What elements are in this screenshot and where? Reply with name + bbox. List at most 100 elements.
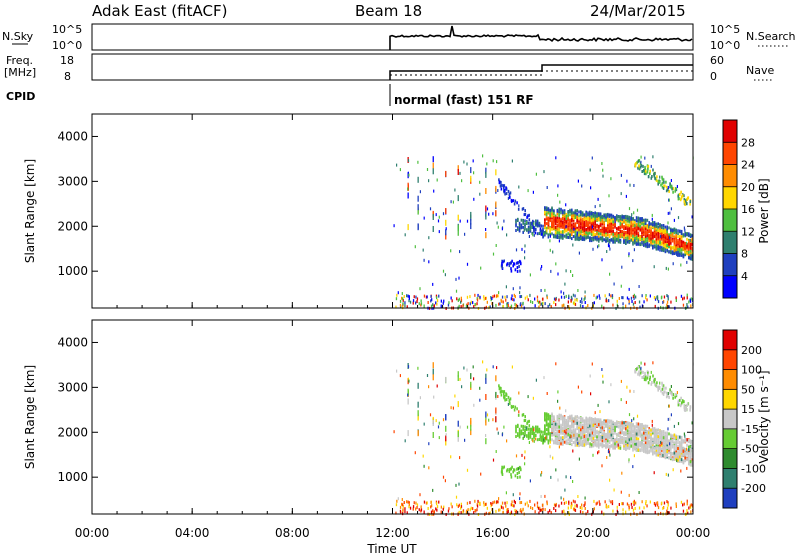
heatmap-cell xyxy=(554,216,557,220)
heatmap-cell xyxy=(596,232,598,236)
heatmap-cell xyxy=(536,299,539,303)
heatmap-cell xyxy=(670,413,672,417)
heatmap-cell xyxy=(661,175,663,179)
heatmap-cell xyxy=(607,439,609,443)
heatmap-cell xyxy=(638,370,640,374)
heatmap-cell xyxy=(657,234,659,238)
heatmap-cell xyxy=(596,423,598,427)
heatmap-cell xyxy=(576,415,578,419)
heatmap-cell xyxy=(520,262,522,266)
heatmap-cell xyxy=(522,301,524,305)
heatmap-cell xyxy=(576,418,578,422)
heatmap-cell xyxy=(407,294,409,298)
heatmap-cell xyxy=(432,156,434,163)
heatmap-cell xyxy=(686,246,688,250)
heatmap-cell xyxy=(621,233,623,237)
heatmap-cell xyxy=(619,424,622,428)
heatmap-cell xyxy=(634,224,636,228)
heatmap-cell xyxy=(668,432,670,436)
heatmap-cell xyxy=(539,300,541,304)
heatmap-cell xyxy=(601,304,603,308)
heatmap-cell xyxy=(668,440,670,443)
heatmap-cell xyxy=(686,251,688,255)
heatmap-cell xyxy=(608,214,611,218)
heatmap-cell xyxy=(493,294,496,298)
heatmap-cell xyxy=(666,450,668,453)
heatmap-cell xyxy=(576,212,578,216)
heatmap-cell xyxy=(549,438,551,442)
heatmap-cell xyxy=(614,423,616,427)
heatmap-cell xyxy=(639,430,641,434)
heatmap-cell xyxy=(667,392,669,395)
heatmap-cell xyxy=(655,384,658,388)
heatmap-cell xyxy=(513,298,515,302)
heatmap-cell xyxy=(565,203,567,207)
heatmap-cell xyxy=(625,221,627,225)
heatmap-cell xyxy=(531,432,533,435)
heatmap-cell xyxy=(668,245,670,249)
heatmap-cell xyxy=(666,245,668,249)
heatmap-cell xyxy=(515,454,518,458)
heatmap-cell xyxy=(676,253,678,257)
heatmap-cell xyxy=(641,448,643,452)
heatmap-cell xyxy=(671,445,674,449)
heatmap-cell xyxy=(635,447,638,450)
heatmap-cell xyxy=(594,443,596,447)
heatmap-cell xyxy=(679,453,681,457)
heatmap-cell xyxy=(679,247,681,251)
heatmap-cell xyxy=(673,235,676,239)
heatmap-cell xyxy=(654,382,656,386)
heatmap-cell xyxy=(657,388,659,392)
heatmap-cell xyxy=(665,395,668,399)
heatmap-cell xyxy=(680,454,683,458)
heatmap-cell xyxy=(680,459,683,463)
heatmap-cell xyxy=(578,437,580,441)
heatmap-cell xyxy=(396,163,398,167)
heatmap-cell xyxy=(592,439,595,443)
heatmap-cell xyxy=(637,428,640,432)
heatmap-cell xyxy=(555,156,557,160)
heatmap-cell xyxy=(545,412,548,416)
heatmap-cell xyxy=(545,419,548,423)
heatmap-cell xyxy=(556,437,559,441)
heatmap-cell xyxy=(580,419,582,423)
heatmap-cell xyxy=(647,381,650,385)
heatmap-cell xyxy=(442,212,445,216)
heatmap-cell xyxy=(677,447,679,450)
heatmap-cell xyxy=(585,435,587,439)
heatmap-cell xyxy=(644,448,647,452)
heatmap-cell xyxy=(572,422,575,426)
heatmap-cell xyxy=(608,420,611,424)
heatmap-cell xyxy=(543,376,545,380)
heatmap-cell xyxy=(691,215,693,219)
heatmap-cell xyxy=(580,423,582,427)
heatmap-cell xyxy=(513,202,516,206)
heatmap-cell xyxy=(568,305,570,309)
heatmap-cell xyxy=(682,446,685,450)
heatmap-cell xyxy=(544,233,546,237)
heatmap-cell xyxy=(630,444,632,448)
heatmap-cell xyxy=(601,216,604,219)
heatmap-cell xyxy=(666,303,668,307)
heatmap-cell xyxy=(663,386,665,390)
heatmap-cell xyxy=(679,458,681,462)
heatmap-cell xyxy=(632,238,634,242)
heatmap-cell xyxy=(671,452,674,456)
heatmap-cell xyxy=(581,227,584,231)
heatmap-cell xyxy=(407,430,409,437)
heatmap-cell xyxy=(461,179,463,183)
heatmap-cell xyxy=(689,298,691,302)
heatmap-cell xyxy=(583,432,586,436)
heatmap-cell xyxy=(578,210,580,214)
heatmap-cell xyxy=(581,223,584,227)
heatmap-cell xyxy=(444,273,446,277)
heatmap-cell xyxy=(634,219,636,223)
heatmap-cell xyxy=(524,227,526,231)
heatmap-cell xyxy=(590,418,593,421)
heatmap-cell xyxy=(607,228,609,232)
heatmap-cell xyxy=(603,233,605,237)
heatmap-cell xyxy=(560,207,562,211)
heatmap-cell xyxy=(628,433,631,437)
heatmap-cell xyxy=(662,438,665,442)
heatmap-cell xyxy=(549,227,551,231)
